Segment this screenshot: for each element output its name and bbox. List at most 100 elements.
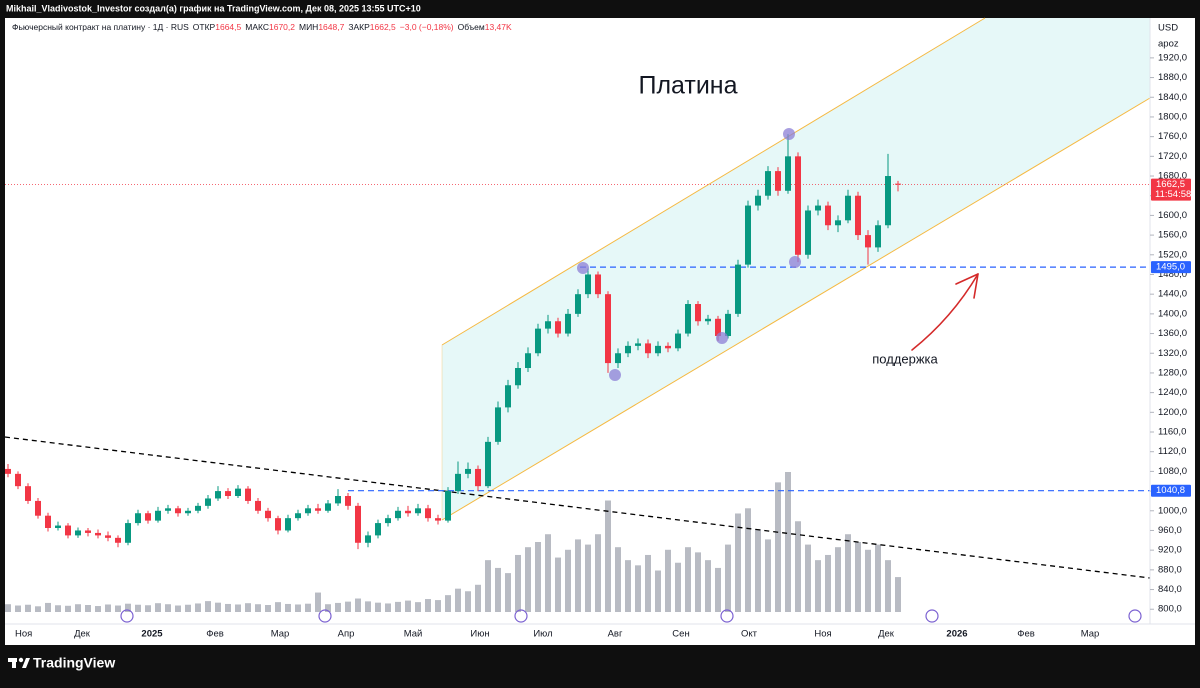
candle-body (805, 210, 811, 255)
y-tick-label: 1840,0 (1158, 92, 1187, 103)
candle-body (795, 156, 801, 255)
replay-icon (120, 609, 134, 623)
candle-body (175, 508, 181, 514)
brand: TradingView (33, 655, 115, 671)
volume-bar (775, 482, 781, 612)
volume-bar (515, 554, 521, 612)
volume-bar (755, 529, 761, 612)
legend-item: Фьючерсный контракт на платину · 1Д · RU… (12, 22, 189, 32)
candle-body (165, 508, 171, 511)
candle-body (185, 510, 191, 514)
candle-body (475, 468, 481, 487)
channel-lower (441, 97, 1151, 521)
candle-body (705, 318, 711, 322)
candle-body (675, 333, 681, 349)
volume-bar (415, 602, 421, 612)
byline: Mikhail_Vladivostok_Investor создал(а) г… (6, 3, 421, 13)
candle-body (205, 498, 211, 506)
x-tick-label: Сен (672, 629, 689, 640)
y-tick-label: 1800,0 (1158, 111, 1187, 122)
volume-bar (875, 544, 881, 612)
y-tick-label: 1680,0 (1158, 171, 1187, 182)
candle-body (635, 343, 641, 346)
volume-bar (175, 605, 181, 612)
volume-bar (465, 591, 471, 612)
candle-body (365, 535, 371, 543)
candle-body (355, 505, 361, 543)
volume-bar (545, 534, 551, 612)
volume-bar (85, 605, 91, 612)
volume-bar (815, 560, 821, 612)
candle-body (815, 205, 821, 211)
volume-bar (675, 562, 681, 612)
y-tick-label: 1320,0 (1158, 348, 1187, 359)
y-tick-label: 1520,0 (1158, 249, 1187, 260)
candle-body (785, 156, 791, 191)
x-tick-label: Май (404, 629, 423, 640)
candle-body (345, 496, 351, 506)
logo-part (22, 658, 30, 668)
volume-bar (435, 600, 441, 612)
volume-bar (765, 539, 771, 612)
channel-upper (441, 17, 986, 346)
volume-bar (425, 599, 431, 612)
candle-body (295, 513, 301, 519)
volume-bar (455, 588, 461, 612)
volume-bar (335, 602, 341, 612)
logo-part (18, 657, 24, 663)
candle-body (25, 486, 31, 501)
volume-bar (45, 602, 51, 612)
volume-bar (855, 542, 861, 612)
annotation: поддержка (872, 351, 938, 366)
candle-body (655, 345, 661, 354)
y-tick-label: 1880,0 (1158, 72, 1187, 83)
volume-bar (305, 603, 311, 612)
candle-body (565, 313, 571, 334)
candle-body (725, 313, 731, 337)
volume-bar (345, 601, 351, 612)
brand-logo (8, 657, 30, 668)
x-tick-label: Дек (74, 629, 91, 640)
arrow-shaft (911, 273, 979, 351)
level-tag (1151, 261, 1191, 274)
level-label: 1495,0 (1156, 262, 1185, 273)
candle-body (765, 171, 771, 196)
x-tick-label: 2025 (141, 629, 163, 640)
volume-bar (405, 600, 411, 612)
volume-bar (105, 604, 111, 612)
legend-item: 1664,5 (215, 22, 241, 32)
candle-body (505, 385, 511, 408)
replay-icons (120, 609, 1142, 623)
x-tick-label: 2026 (946, 629, 967, 640)
legend-item: ЗАКР (348, 22, 370, 32)
x-tick-label: Ноя (814, 629, 831, 640)
volume-bar (35, 606, 41, 612)
candle-body (265, 510, 271, 519)
candle-body (115, 537, 121, 543)
volume-bar (445, 595, 451, 612)
level-tag (1151, 484, 1191, 497)
volume-bar (535, 542, 541, 612)
candle-body (275, 518, 281, 531)
legend-item: Объем (458, 22, 485, 32)
candle-body (405, 510, 411, 514)
arrow-head (955, 273, 979, 299)
last-price-label: 1662,5 (1156, 179, 1185, 190)
candle-body (535, 328, 541, 354)
volume-bar (205, 601, 211, 612)
candle-body (825, 205, 831, 226)
volume-bar (735, 513, 741, 612)
candle-body (285, 518, 291, 531)
legend-item: МИН (299, 22, 318, 32)
y-tick-label: 1440,0 (1158, 289, 1187, 300)
volume-bar (705, 560, 711, 612)
axes-layer: 800,0840,0880,0920,0960,01000,01040,0108… (15, 52, 1191, 639)
volume-bar (865, 549, 871, 612)
volume-bar (565, 549, 571, 612)
candle-body (695, 304, 701, 322)
candle-body (485, 441, 491, 487)
pivot-markers (577, 128, 801, 381)
volume-bar (885, 560, 891, 612)
volume-bar (215, 602, 221, 612)
candle-body (305, 508, 311, 514)
